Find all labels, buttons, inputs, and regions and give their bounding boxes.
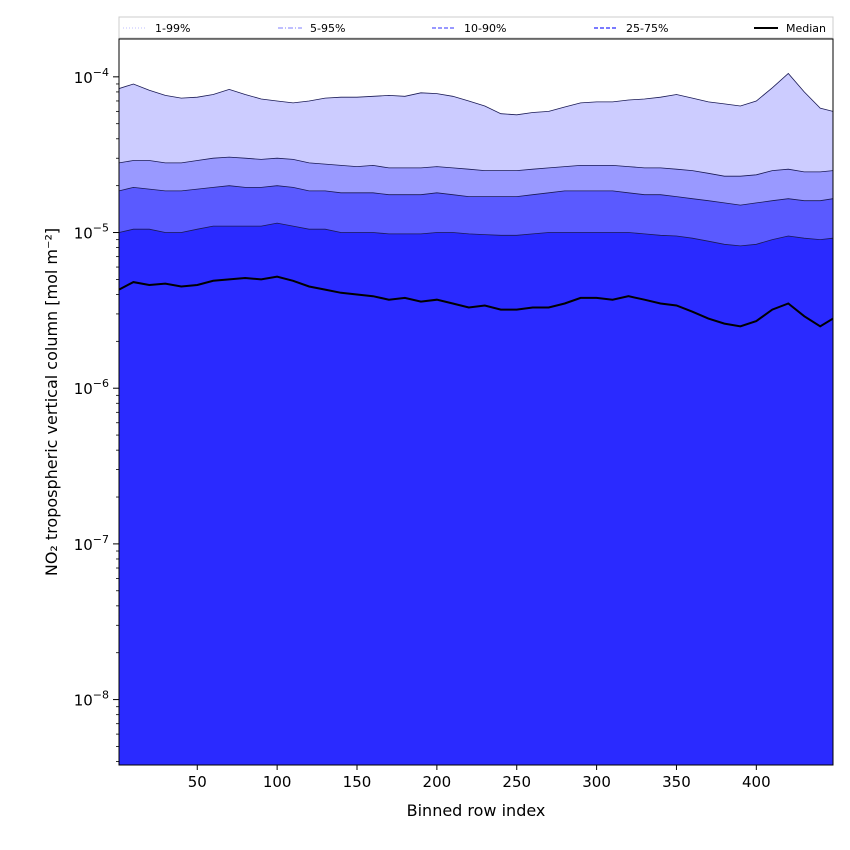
legend: 1-99% 5-95% 10-90% 25-75% Median xyxy=(118,16,834,39)
legend-box xyxy=(118,16,834,39)
legend-label: 5-95% xyxy=(310,22,345,35)
band-4-upper-edge xyxy=(119,222,833,247)
y-axis-label: NO₂ tropospheric vertical column [mol m⁻… xyxy=(42,228,61,576)
plot-frame xyxy=(118,38,834,766)
x-tick-label: 400 xyxy=(742,773,771,791)
x-tick-label: 200 xyxy=(423,773,452,791)
x-tick-label: 100 xyxy=(263,773,292,791)
band-1-upper-edge xyxy=(119,72,833,116)
legend-label: Median xyxy=(786,22,826,35)
plot-area xyxy=(119,72,833,765)
legend-label: 1-99% xyxy=(155,22,190,35)
y-tick-label: 10−6 xyxy=(74,377,109,398)
x-axis-label: Binned row index xyxy=(407,801,546,820)
band-2-upper-edge xyxy=(119,156,833,177)
x-tick-label: 300 xyxy=(582,773,611,791)
legend-label: 10-90% xyxy=(464,22,506,35)
y-tick-label: 10−5 xyxy=(74,222,109,243)
y-axis: 10−8 10−7 10−6 10−5 10−4 xyxy=(74,66,119,762)
x-tick-label: 50 xyxy=(188,773,207,791)
x-tick-label: 150 xyxy=(343,773,372,791)
legend-label: 25-75% xyxy=(626,22,668,35)
x-tick-label: 250 xyxy=(502,773,531,791)
band-3-upper-edge xyxy=(119,185,833,206)
y-tick-label: 10−4 xyxy=(74,66,109,87)
x-axis: 50 100 150 200 250 300 350 400 xyxy=(188,765,771,791)
median-line xyxy=(119,275,833,328)
x-tick-label: 350 xyxy=(662,773,691,791)
band-4 xyxy=(119,223,833,765)
y-tick-label: 10−7 xyxy=(74,533,109,554)
y-tick-label: 10−8 xyxy=(74,689,109,710)
